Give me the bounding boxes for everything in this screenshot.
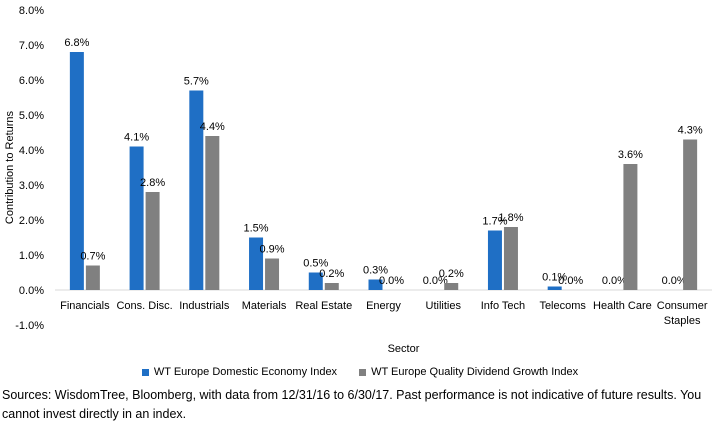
bar-dividend <box>683 140 697 291</box>
data-label-dividend: 0.9% <box>260 244 285 256</box>
y-axis-title: Contribution to Returns <box>4 110 16 224</box>
x-tick-label: Industrials <box>179 300 230 312</box>
bar-dividend <box>623 164 637 290</box>
data-label-domestic: 0.0% <box>602 275 627 287</box>
bar-dividend <box>265 259 279 291</box>
x-tick-label: Materials <box>242 300 287 312</box>
bar-chart: 8.0% 7.0% 6.0% 5.0% 4.0% 3.0% 2.0% 1.0% 0.0% -1.0… <box>0 0 720 366</box>
data-label-dividend: 1.8% <box>498 212 523 224</box>
data-label-dividend: 3.6% <box>618 149 643 161</box>
data-label-dividend: 0.2% <box>319 268 344 280</box>
legend-swatch-dividend <box>359 369 366 376</box>
y-tick-label: 1.0% <box>19 250 44 262</box>
data-label-dividend: 0.0% <box>558 275 583 287</box>
data-label-domestic: 4.1% <box>124 132 149 144</box>
data-label-dividend: 0.7% <box>80 251 105 263</box>
x-axis-title: Sector <box>388 343 420 355</box>
bar-dividend <box>504 227 518 290</box>
y-tick-label: 2.0% <box>19 215 44 227</box>
y-tick-label: 3.0% <box>19 180 44 192</box>
x-tick-label: Telecoms <box>539 300 586 312</box>
x-tick-label: Staples <box>664 315 701 327</box>
y-tick-label: 6.0% <box>19 75 44 87</box>
y-tick-label: 4.0% <box>19 145 44 157</box>
x-tick-label: Real Estate <box>295 300 352 312</box>
x-tick-label: Utilities <box>426 300 462 312</box>
y-tick-label: 0.0% <box>19 285 44 297</box>
legend-label-domestic: WT Europe Domestic Economy Index <box>154 366 337 378</box>
legend-item-dividend: WT Europe Quality Dividend Growth Index <box>359 366 578 378</box>
legend-label-dividend: WT Europe Quality Dividend Growth Index <box>371 366 578 378</box>
x-tick-label: Health Care <box>593 300 652 312</box>
data-label-dividend: 4.3% <box>678 125 703 137</box>
y-tick-label: 7.0% <box>19 40 44 52</box>
source-footnote: Sources: WisdomTree, Bloomberg, with dat… <box>2 386 718 424</box>
y-tick-label: 8.0% <box>19 5 44 17</box>
bar-dividend <box>205 136 219 290</box>
x-tick-label: Financials <box>60 300 110 312</box>
y-tick-label: 5.0% <box>19 110 44 122</box>
data-label-domestic: 5.7% <box>184 76 209 88</box>
legend-swatch-domestic <box>142 369 149 376</box>
x-tick-label: Cons. Disc. <box>116 300 172 312</box>
bar-dividend <box>325 283 339 290</box>
x-tick-label: Consumer <box>657 300 708 312</box>
legend: WT Europe Domestic Economy Index WT Euro… <box>0 366 720 378</box>
data-label-domestic: 1.5% <box>244 223 269 235</box>
bar-domestic <box>548 287 562 291</box>
legend-item-domestic: WT Europe Domestic Economy Index <box>142 366 337 378</box>
data-label-domestic: 6.8% <box>64 37 89 49</box>
x-tick-label: Info Tech <box>481 300 525 312</box>
bar-dividend <box>86 266 100 291</box>
y-tick-label: -1.0% <box>15 320 44 332</box>
x-tick-label: Energy <box>366 300 401 312</box>
bar-domestic <box>130 147 144 291</box>
data-label-dividend: 0.0% <box>379 275 404 287</box>
bar-dividend <box>146 192 160 290</box>
data-label-dividend: 2.8% <box>140 177 165 189</box>
data-label-dividend: 0.2% <box>439 268 464 280</box>
bar-domestic <box>488 231 502 291</box>
bar-dividend <box>444 283 458 290</box>
data-label-domestic: 0.0% <box>662 275 687 287</box>
data-label-dividend: 4.4% <box>200 121 225 133</box>
